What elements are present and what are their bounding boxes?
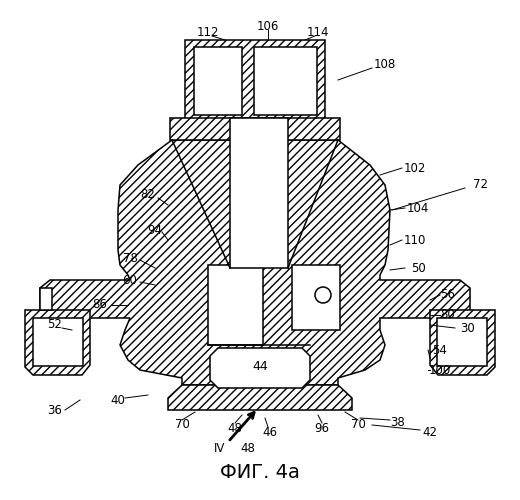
Text: 48: 48 — [241, 442, 255, 454]
Polygon shape — [430, 310, 495, 375]
Text: 70: 70 — [350, 418, 366, 432]
Text: 48: 48 — [228, 422, 242, 434]
Text: 42: 42 — [422, 426, 437, 438]
Text: 114: 114 — [307, 26, 329, 38]
Text: 50: 50 — [411, 262, 425, 274]
Text: 104: 104 — [407, 202, 429, 214]
Text: 38: 38 — [391, 416, 406, 428]
Text: 110: 110 — [404, 234, 426, 246]
Text: 78: 78 — [123, 252, 137, 264]
Polygon shape — [40, 140, 470, 385]
Bar — [40, 288, 52, 310]
Text: 80: 80 — [440, 308, 456, 322]
Text: 54: 54 — [433, 344, 447, 356]
Text: 86: 86 — [93, 298, 108, 312]
Text: 36: 36 — [47, 404, 62, 416]
Text: 44: 44 — [252, 360, 268, 372]
Polygon shape — [210, 348, 310, 388]
Text: 70: 70 — [175, 418, 189, 432]
Text: 60: 60 — [123, 274, 137, 286]
Bar — [254, 47, 317, 115]
Text: 30: 30 — [461, 322, 475, 334]
Polygon shape — [25, 310, 90, 375]
Text: 96: 96 — [315, 422, 330, 434]
Polygon shape — [168, 385, 352, 410]
Circle shape — [315, 287, 331, 303]
Text: 56: 56 — [440, 288, 456, 302]
Text: IV: IV — [214, 442, 226, 454]
Bar — [194, 47, 242, 115]
Bar — [292, 265, 340, 330]
Bar — [33, 318, 83, 366]
Bar — [230, 118, 288, 268]
Text: 46: 46 — [263, 426, 278, 438]
Bar — [185, 40, 325, 122]
Text: 106: 106 — [257, 20, 279, 32]
Text: 112: 112 — [197, 26, 219, 38]
Text: 72: 72 — [473, 178, 488, 192]
Text: ФИГ. 4a: ФИГ. 4a — [220, 462, 300, 481]
Text: 100: 100 — [429, 364, 451, 376]
Text: 108: 108 — [374, 58, 396, 71]
Text: 40: 40 — [111, 394, 125, 406]
Bar — [170, 118, 340, 140]
Text: 94: 94 — [148, 224, 162, 236]
Text: 52: 52 — [47, 318, 62, 332]
Bar — [208, 265, 263, 345]
Text: 82: 82 — [140, 188, 155, 202]
Bar — [437, 318, 487, 366]
Text: 102: 102 — [404, 162, 426, 174]
